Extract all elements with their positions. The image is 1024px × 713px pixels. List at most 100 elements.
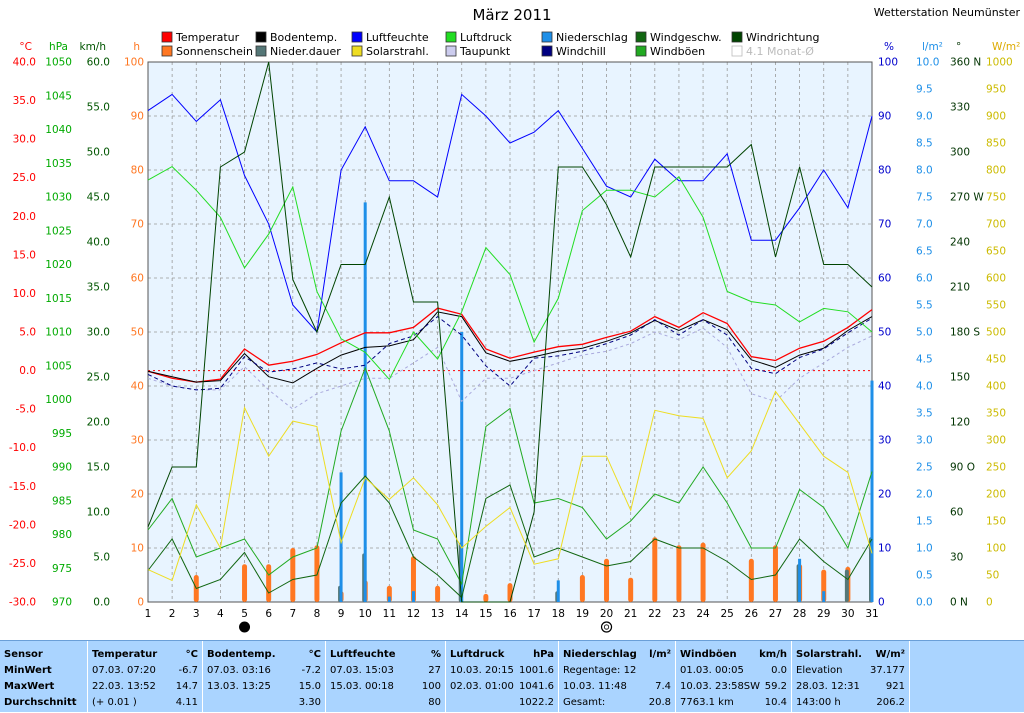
stats-row-label: MaxWert: [4, 681, 55, 692]
stats-block-title: Luftdruck: [450, 649, 505, 660]
stats-block-unit: °C: [185, 649, 198, 660]
stats-block-unit: W/m²: [875, 649, 905, 660]
axis-tick-dir: 60: [950, 507, 963, 519]
legend-swatch: [541, 31, 553, 43]
axis-unit-temp: °C: [19, 41, 32, 53]
legend-label: Windgeschw.: [650, 31, 722, 44]
x-tick-label: 27: [769, 608, 782, 620]
stats-cell-label: 28.03. 12:31: [796, 681, 860, 692]
stats-row-labels: Sensor MinWert MaxWert Durchschnitt: [0, 641, 88, 713]
axis-tick-press: 1035: [45, 158, 72, 170]
series-line-windrichtung: [147, 61, 873, 603]
stats-cell-label: Regentage: 12: [563, 665, 637, 676]
full-moon-icon: [600, 621, 613, 633]
stats-cell-label: 13.03. 13:25: [207, 681, 271, 692]
stats-cell-value: 37.177: [870, 665, 905, 676]
axis-tick-press: 1050: [45, 57, 72, 69]
axis-tick-hum: 0: [878, 597, 885, 609]
stats-cell-label: 07.03. 03:16: [207, 665, 271, 676]
x-tick-label: 9: [338, 608, 345, 620]
bar-niederschlag: [339, 472, 343, 602]
axis-unit-wind: km/h: [79, 41, 106, 53]
axis-tick-solar: 500: [986, 327, 1006, 339]
axis-tick-press: 1020: [45, 259, 72, 271]
axis-tick-press: 1025: [45, 225, 72, 237]
axis-tick-temp: 40.0: [13, 57, 36, 69]
stats-cell-value: 14.7: [175, 681, 198, 692]
legend: Temperatur Bodentemp. Luftfeuchte Luftdruck…: [161, 31, 819, 58]
series-line-luftdruck: [147, 165, 873, 381]
stats-cell-value: 59.2: [764, 681, 787, 692]
x-tick-label: 1: [145, 608, 152, 620]
axis-tick-rain: 1.0: [916, 543, 933, 555]
bar-sonnenschein: [290, 548, 296, 602]
axis-tick-solar: 50: [986, 570, 999, 582]
stats-block-unit: hPa: [533, 649, 554, 660]
legend-swatch: [541, 45, 553, 57]
axis-unit-dir: °: [956, 41, 961, 53]
axis-tick-temp: -20.0: [9, 519, 36, 531]
stats-block-windben: Windböen km/h 01.03. 00:05 0.0 10.03. 23:58S…: [676, 641, 792, 713]
stats-block-row: 15.03. 00:18 100: [330, 679, 441, 695]
legend-label: Windböen: [650, 45, 705, 58]
axis-tick-hours: 40: [131, 381, 144, 393]
stats-block-header: Luftfeuchte%: [330, 647, 441, 663]
bar-niederschlag: [460, 332, 464, 602]
stats-cell-value: 7.4: [655, 681, 671, 692]
axis-tick-solar: 650: [986, 246, 1006, 258]
stats-block-unit: km/h: [759, 649, 787, 660]
axis-tick-rain: 4.5: [916, 354, 933, 366]
axis-tick-hours: 0: [137, 597, 144, 609]
legend-swatch: [351, 45, 363, 57]
x-tick-label: 19: [576, 608, 589, 620]
axis-tick-wind: 10.0: [87, 507, 110, 519]
axis-tick-solar: 0: [986, 597, 993, 609]
axis-tick-press: 1045: [45, 90, 72, 102]
stats-cell-value: 0.0: [771, 665, 787, 676]
axis-tick-press: 1030: [45, 192, 72, 204]
stats-block-title: Bodentemp.: [207, 649, 276, 660]
stats-block-row: 07.03. 03:16 -7.2: [207, 663, 321, 679]
stats-block-row: Gesamt: 20.8: [563, 695, 671, 711]
weather-chart: 40.0 35.0 30.0 25.0 20.0 15.0 10.0 5.0 0.0 -5.0 -1…: [9, 6, 1020, 633]
stats-cell-label: 15.03. 00:18: [330, 681, 394, 692]
axis-tick-wind: 0.0: [93, 597, 110, 609]
axis-tick-rain: 7.0: [916, 219, 933, 231]
stats-block-title: Solarstrahl.: [796, 649, 862, 660]
axis-tick-rain: 3.0: [916, 435, 933, 447]
axis-tick-dir: 210: [950, 282, 970, 294]
axis-tick-temp: -25.0: [9, 558, 36, 570]
stats-block-title: Luftfeuchte: [330, 649, 396, 660]
stats-block-row: Regentage: 12: [563, 663, 671, 679]
axis-tick-wind: 40.0: [87, 237, 110, 249]
stats-block-unit: %: [430, 649, 441, 660]
axis-tick-hours: 100: [124, 57, 144, 69]
axis-tick-solar: 350: [986, 408, 1006, 420]
stats-cell-label: 07.03. 07:20: [92, 665, 156, 676]
legend-swatch: [635, 45, 647, 57]
bar-sonnenschein: [242, 564, 248, 602]
axis-tick-press: 970: [52, 597, 72, 609]
stats-block-row: 07.03. 07:20 -6.7: [92, 663, 198, 679]
bar-niederschlag: [822, 591, 826, 602]
axis-tick-press: 1005: [45, 360, 72, 372]
series-line-taupunkt: [147, 327, 873, 410]
axis-tick-dir: 360 N: [950, 57, 981, 69]
bar-niederschlag: [411, 591, 415, 602]
axis-tick-press: 990: [52, 462, 72, 474]
bar-niederschlag: [870, 380, 874, 602]
axis-unit-hum: %: [884, 41, 894, 53]
x-tick-label: 5: [241, 608, 248, 620]
axis-tick-hours: 60: [131, 273, 144, 285]
bar-sonnenschein: [700, 542, 706, 602]
stats-block-row: 10.03. 23:58SW 59.2: [680, 679, 787, 695]
stats-block-header: Temperatur °C: [92, 647, 198, 663]
stats-block-luftdruck: Luftdruck hPa 10.03. 20:15 1001.6 02.03. 01:…: [446, 641, 559, 713]
stats-cell-value: 921: [885, 681, 905, 692]
bar-sonnenschein: [410, 556, 416, 602]
axis-tick-rain: 7.5: [916, 192, 933, 204]
statistics-panel: Sensor MinWert MaxWert Durchschnitt Temperat…: [0, 640, 1024, 713]
x-tick-label: 29: [817, 608, 830, 620]
stats-block-luftfeuchte: Luftfeuchte% 07.03. 15:03 27 15.03. 00:18 10…: [326, 641, 446, 713]
axis-tick-solar: 150: [986, 516, 1006, 528]
